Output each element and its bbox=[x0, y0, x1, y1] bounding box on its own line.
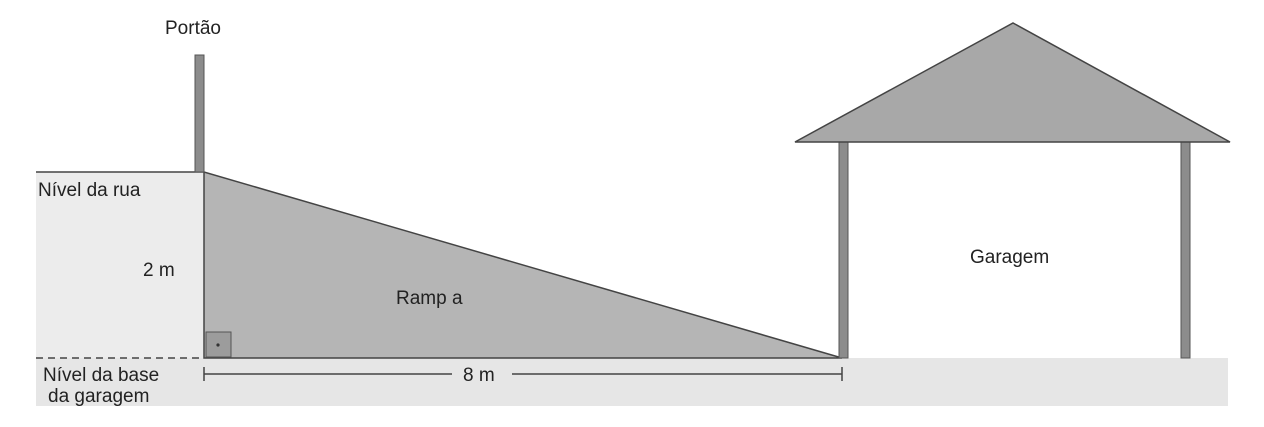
street-earth bbox=[36, 172, 204, 358]
base-level-label-line1: Nível da base bbox=[43, 365, 159, 386]
base-level-label-line2: da garagem bbox=[48, 386, 149, 407]
right-angle-dot bbox=[216, 343, 220, 347]
gate-label: Portão bbox=[165, 18, 221, 39]
garage-label: Garagem bbox=[970, 247, 1049, 268]
length-label: 8 m bbox=[463, 365, 495, 386]
garage-post-left bbox=[838, 141, 849, 359]
ramp-triangle bbox=[203, 171, 843, 359]
garage-post-right bbox=[1180, 141, 1191, 359]
height-label: 2 m bbox=[143, 260, 175, 281]
street-level-label: Nível da rua bbox=[38, 180, 141, 201]
garage-roof bbox=[794, 22, 1231, 143]
ground-base bbox=[36, 358, 1228, 406]
ramp-label: Ramp a bbox=[396, 288, 463, 309]
gate-post bbox=[194, 54, 205, 173]
